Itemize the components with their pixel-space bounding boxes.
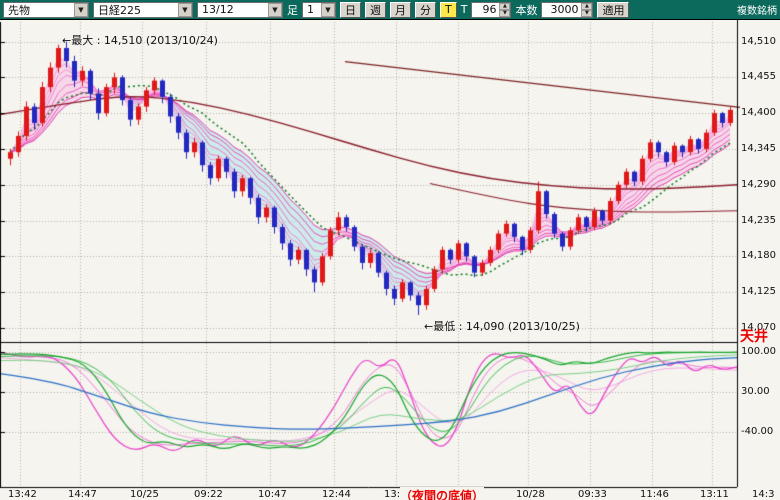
tick-label: T: [460, 3, 468, 16]
multi-symbol-link[interactable]: 複数銘柄: [737, 6, 777, 17]
contract-month-value: 13/12: [202, 3, 234, 16]
osc-axis-label: 30.00: [741, 385, 770, 397]
time-axis-label: 13:11: [700, 489, 729, 500]
ceiling-annotation: 天井: [740, 329, 768, 345]
price-axis-label: 14,290: [741, 178, 776, 190]
chevron-down-icon: ▼: [321, 2, 335, 17]
minute-period-value: 1: [307, 3, 314, 16]
instrument-type-select[interactable]: 先物 ▼: [3, 1, 89, 18]
osc-axis-label: 100.00: [741, 346, 776, 357]
time-axis-label: 11:46: [640, 489, 669, 500]
symbol-value: 日経225: [98, 3, 141, 17]
bar-count-value: 3000: [550, 3, 579, 16]
period-week-button[interactable]: 週: [365, 1, 386, 18]
price-axis-label: 14,510: [741, 35, 776, 47]
price-axis-label: 14,345: [741, 142, 776, 154]
max-price-annotation: ←最大 : 14,510 (2013/10/24): [62, 34, 218, 47]
tick-count-spinner[interactable]: 96 ▲ ▼: [471, 1, 512, 18]
price-axis-label: 14,400: [741, 107, 776, 119]
tick-toggle-button[interactable]: T: [440, 1, 457, 18]
time-axis-label: 13:42: [8, 489, 37, 500]
toolbar: 先物 ▼ 日経225 ▼ 13/12 ▼ 足 1 ▼ 日 週 月 分 T T 9…: [0, 0, 780, 20]
time-axis-label: 12:44: [322, 489, 351, 500]
time-axis-label: 09:22: [194, 489, 223, 500]
night-bottom-annotation: （夜間の底値）: [400, 487, 485, 500]
contract-month-select[interactable]: 13/12 ▼: [197, 1, 283, 18]
bar-count-spinner[interactable]: 3000 ▲ ▼: [541, 1, 594, 18]
price-axis-label: 14,070: [741, 321, 776, 333]
chevron-down-icon: ▼: [268, 2, 282, 17]
time-axis-label: 10:47: [258, 489, 287, 500]
spinner-arrows-icon[interactable]: ▲ ▼: [499, 2, 511, 17]
period-minute-button[interactable]: 分: [415, 1, 436, 18]
price-axis-label: 14,180: [741, 250, 776, 262]
time-axis-label: 10/25: [130, 489, 159, 500]
period-day-button[interactable]: 日: [340, 1, 361, 18]
time-axis-label: 14:3: [752, 489, 775, 500]
chevron-down-icon: ▼: [74, 2, 88, 17]
instrument-type-value: 先物: [8, 3, 30, 17]
min-price-annotation: ←最低 : 14,090 (2013/10/25): [424, 320, 580, 333]
time-axis-label: 09:33: [578, 489, 607, 500]
chart-area: 14,510 14,455 14,400 14,345 14,290 14,235 14,1…: [0, 20, 780, 500]
time-axis-label: 14:47: [68, 489, 97, 500]
price-axis-label: 14,455: [741, 71, 776, 83]
symbol-select[interactable]: 日経225 ▼: [93, 1, 193, 18]
price-axis-label: 14,235: [741, 214, 776, 226]
time-axis-label: 13:20: [384, 489, 413, 500]
chevron-down-icon: ▼: [178, 2, 192, 17]
bar-type-label: 足: [287, 3, 298, 17]
tick-count-value: 96: [482, 3, 497, 16]
chart-canvas[interactable]: [0, 20, 780, 500]
time-axis-label: 10/28: [516, 489, 545, 500]
period-month-button[interactable]: 月: [390, 1, 411, 18]
osc-axis-label: -40.00: [741, 425, 774, 437]
apply-button[interactable]: 適用: [597, 1, 630, 18]
minute-period-select[interactable]: 1 ▼: [302, 1, 336, 18]
spinner-arrows-icon[interactable]: ▲ ▼: [581, 2, 593, 17]
price-axis-label: 14,125: [741, 286, 776, 298]
bar-count-label: 本数: [515, 3, 538, 17]
